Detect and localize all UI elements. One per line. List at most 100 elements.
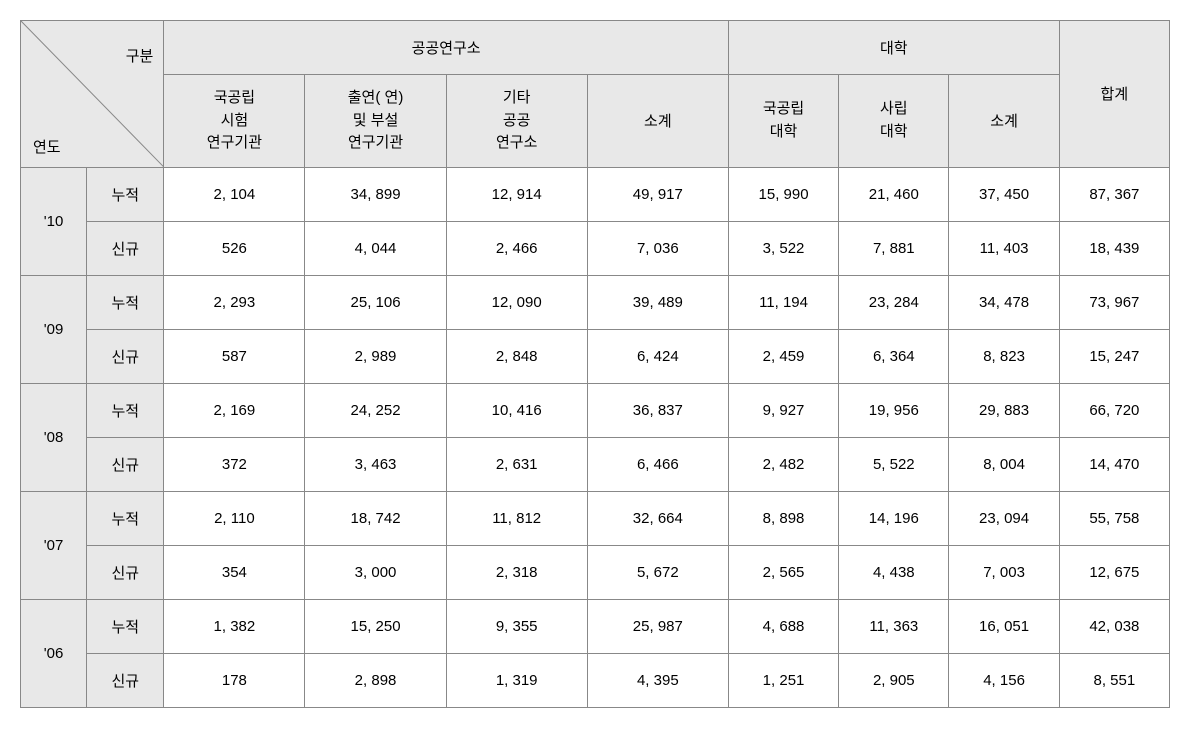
data-cell: 354	[164, 545, 305, 599]
data-cell: 3, 463	[305, 437, 446, 491]
data-cell: 12, 675	[1059, 545, 1169, 599]
data-cell: 6, 364	[839, 329, 949, 383]
year-cell: '06	[21, 599, 87, 707]
data-cell: 14, 196	[839, 491, 949, 545]
header-sub-national-univ: 국공립 대학	[728, 75, 838, 168]
header-group-public: 공공연구소	[164, 21, 729, 75]
row-type-cumulative: 누적	[87, 275, 164, 329]
row-type-new: 신규	[87, 653, 164, 707]
year-cell: '08	[21, 383, 87, 491]
data-table: 구분 연도 공공연구소 대학 합계 국공립 시험 연구기관 출연( 연) 및 부…	[20, 20, 1170, 708]
data-cell: 37, 450	[949, 167, 1059, 221]
data-cell: 36, 837	[587, 383, 728, 437]
table-row: '09 누적 2, 293 25, 106 12, 090 39, 489 11…	[21, 275, 1170, 329]
data-cell: 32, 664	[587, 491, 728, 545]
header-total: 합계	[1059, 21, 1169, 168]
data-cell: 2, 169	[164, 383, 305, 437]
table-body: '10 누적 2, 104 34, 899 12, 914 49, 917 15…	[21, 167, 1170, 707]
row-type-cumulative: 누적	[87, 383, 164, 437]
data-cell: 29, 883	[949, 383, 1059, 437]
data-cell: 15, 250	[305, 599, 446, 653]
header-line: 국공립	[214, 89, 255, 106]
data-cell: 5, 672	[587, 545, 728, 599]
data-cell: 178	[164, 653, 305, 707]
header-line: 시험	[221, 112, 249, 129]
data-cell: 1, 382	[164, 599, 305, 653]
data-cell: 2, 848	[446, 329, 587, 383]
data-cell: 6, 466	[587, 437, 728, 491]
table-row: '10 누적 2, 104 34, 899 12, 914 49, 917 15…	[21, 167, 1170, 221]
data-cell: 24, 252	[305, 383, 446, 437]
data-cell: 12, 914	[446, 167, 587, 221]
diagonal-header-cell: 구분 연도	[21, 21, 164, 168]
data-cell: 18, 439	[1059, 221, 1169, 275]
data-cell: 1, 319	[446, 653, 587, 707]
table-row: '06 누적 1, 382 15, 250 9, 355 25, 987 4, …	[21, 599, 1170, 653]
data-cell: 23, 094	[949, 491, 1059, 545]
row-type-new: 신규	[87, 329, 164, 383]
header-category-label: 구분	[126, 45, 154, 66]
header-line: 출연( 연)	[348, 89, 404, 106]
row-type-cumulative: 누적	[87, 491, 164, 545]
row-type-new: 신규	[87, 221, 164, 275]
data-cell: 9, 927	[728, 383, 838, 437]
year-cell: '09	[21, 275, 87, 383]
header-line: 국공립	[763, 100, 804, 117]
header-line: 대학	[770, 123, 798, 140]
row-type-cumulative: 누적	[87, 599, 164, 653]
data-cell: 23, 284	[839, 275, 949, 329]
data-cell: 2, 631	[446, 437, 587, 491]
header-line: 연구소	[496, 134, 537, 151]
data-cell: 66, 720	[1059, 383, 1169, 437]
table-header: 구분 연도 공공연구소 대학 합계 국공립 시험 연구기관 출연( 연) 및 부…	[21, 21, 1170, 168]
data-cell: 7, 003	[949, 545, 1059, 599]
data-cell: 15, 990	[728, 167, 838, 221]
data-cell: 55, 758	[1059, 491, 1169, 545]
data-cell: 5, 522	[839, 437, 949, 491]
header-sub-national-test: 국공립 시험 연구기관	[164, 75, 305, 168]
header-line: 사립	[880, 100, 908, 117]
table-row: '08 누적 2, 169 24, 252 10, 416 36, 837 9,…	[21, 383, 1170, 437]
table-row: 신규 354 3, 000 2, 318 5, 672 2, 565 4, 43…	[21, 545, 1170, 599]
header-sub-public-subtotal: 소계	[587, 75, 728, 168]
data-cell: 2, 989	[305, 329, 446, 383]
data-cell: 587	[164, 329, 305, 383]
data-cell: 8, 898	[728, 491, 838, 545]
table-container: 구분 연도 공공연구소 대학 합계 국공립 시험 연구기관 출연( 연) 및 부…	[20, 20, 1170, 708]
header-line: 연구기관	[207, 134, 262, 151]
data-cell: 6, 424	[587, 329, 728, 383]
data-cell: 1, 251	[728, 653, 838, 707]
data-cell: 21, 460	[839, 167, 949, 221]
header-line: 대학	[880, 123, 908, 140]
data-cell: 7, 036	[587, 221, 728, 275]
data-cell: 8, 823	[949, 329, 1059, 383]
data-cell: 372	[164, 437, 305, 491]
data-cell: 39, 489	[587, 275, 728, 329]
data-cell: 2, 104	[164, 167, 305, 221]
header-sub-univ-subtotal: 소계	[949, 75, 1059, 168]
table-row: 신규 526 4, 044 2, 466 7, 036 3, 522 7, 88…	[21, 221, 1170, 275]
header-group-university: 대학	[728, 21, 1059, 75]
header-sub-private-univ: 사립 대학	[839, 75, 949, 168]
row-type-new: 신규	[87, 545, 164, 599]
data-cell: 87, 367	[1059, 167, 1169, 221]
data-cell: 2, 318	[446, 545, 587, 599]
data-cell: 11, 363	[839, 599, 949, 653]
year-cell: '10	[21, 167, 87, 275]
row-type-cumulative: 누적	[87, 167, 164, 221]
table-row: '07 누적 2, 110 18, 742 11, 812 32, 664 8,…	[21, 491, 1170, 545]
data-cell: 34, 899	[305, 167, 446, 221]
table-row: 신규 372 3, 463 2, 631 6, 466 2, 482 5, 52…	[21, 437, 1170, 491]
header-line: 공공	[503, 112, 531, 129]
data-cell: 2, 905	[839, 653, 949, 707]
header-year-label: 연도	[33, 136, 61, 157]
data-cell: 49, 917	[587, 167, 728, 221]
table-row: 신규 587 2, 989 2, 848 6, 424 2, 459 6, 36…	[21, 329, 1170, 383]
data-cell: 16, 051	[949, 599, 1059, 653]
data-cell: 4, 438	[839, 545, 949, 599]
data-cell: 8, 551	[1059, 653, 1169, 707]
data-cell: 4, 044	[305, 221, 446, 275]
data-cell: 73, 967	[1059, 275, 1169, 329]
data-cell: 14, 470	[1059, 437, 1169, 491]
data-cell: 2, 565	[728, 545, 838, 599]
